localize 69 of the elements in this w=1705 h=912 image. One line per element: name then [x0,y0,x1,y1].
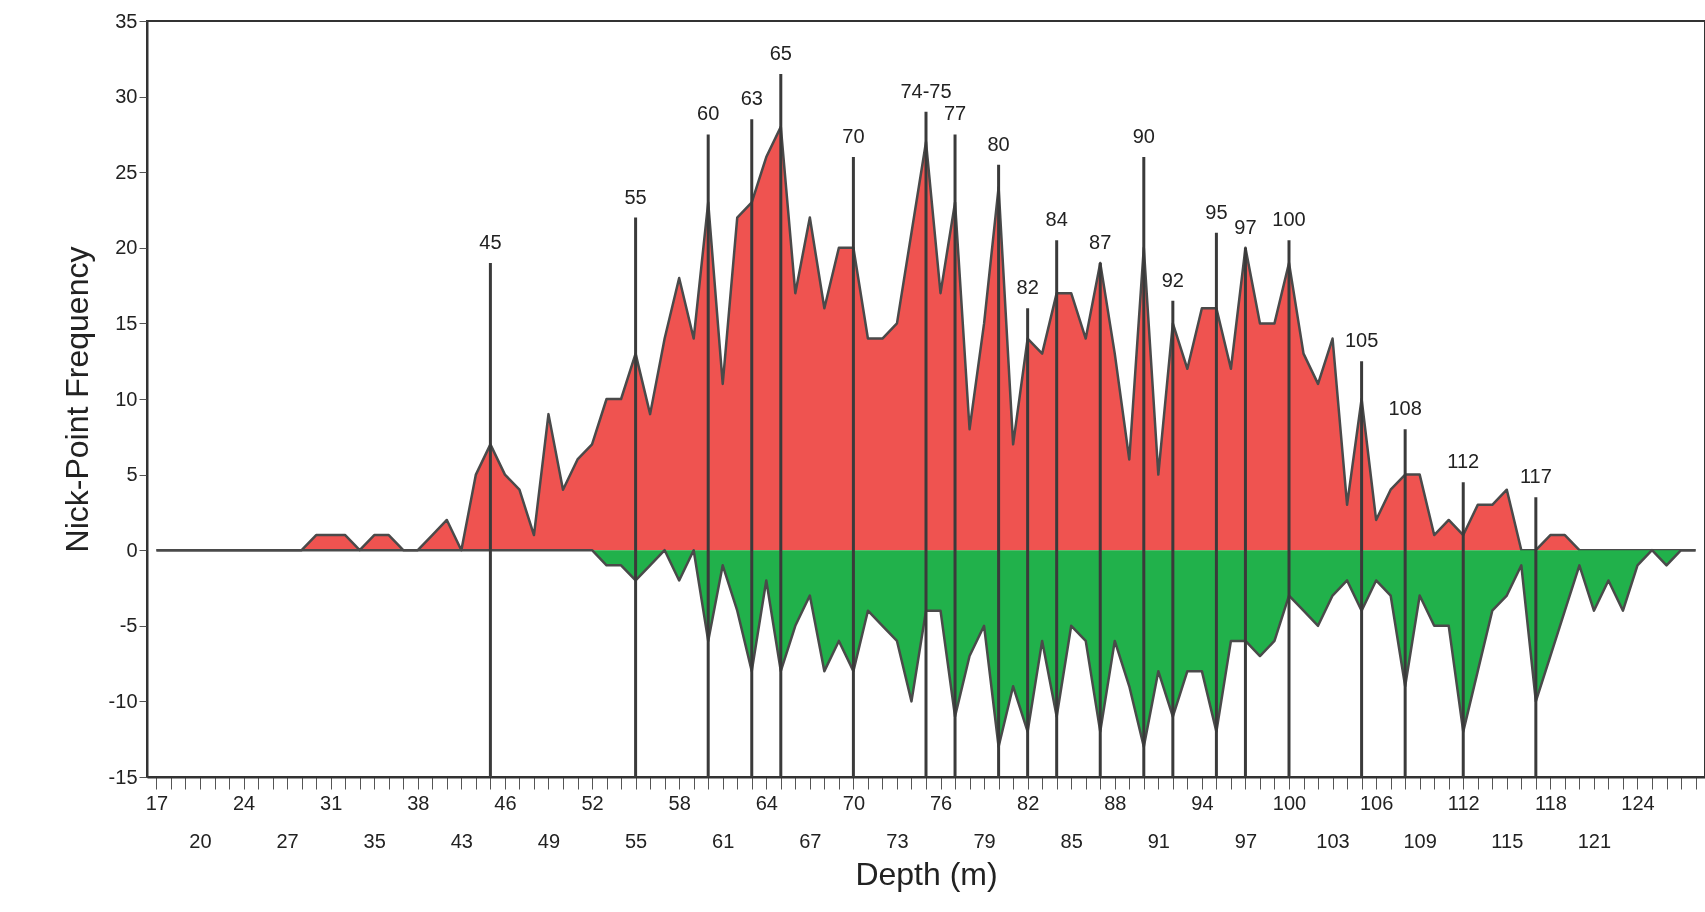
x-tick-label: 115 [1491,829,1524,852]
x-tick-label: 106 [1359,791,1394,814]
y-tick-label: 30 [115,85,138,108]
x-tick-label: 85 [1060,829,1083,852]
x-tick-label: 61 [712,829,735,852]
y-tick-label: 0 [126,538,138,561]
annotation: 87 [1089,230,1112,253]
x-tick-label: 20 [189,829,212,852]
x-tick-label: 27 [276,829,299,852]
annotation: 60 [697,102,720,125]
x-tick-label: 103 [1316,829,1350,852]
x-tick-label: 97 [1234,829,1258,852]
x-axis-title: Depth (m) [855,855,998,892]
annotation: 80 [987,132,1010,155]
x-tick-label: 91 [1147,829,1170,852]
y-tick-label: 25 [115,160,138,183]
annotation: 97 [1234,215,1257,238]
x-tick-label: 82 [1017,791,1040,814]
x-tick-label: 124 [1621,791,1655,814]
x-tick-label: 112 [1447,791,1480,814]
x-tick-label: 55 [624,829,648,852]
annotation: 45 [479,230,502,253]
y-tick-label: 15 [115,311,138,334]
annotation: 117 [1519,465,1552,488]
y-tick-label: -5 [119,614,138,637]
y-tick-label: 35 [115,9,138,32]
annotation: 100 [1272,208,1306,231]
x-tick-label: 76 [929,791,953,814]
annotation: 74-75 [900,79,952,102]
annotation: 55 [624,185,647,208]
x-tick-label: 31 [320,791,343,814]
annotation: 77 [943,102,967,125]
x-tick-label: 118 [1534,791,1567,814]
x-tick-label: 52 [581,791,604,814]
y-tick-label: 10 [115,387,138,410]
x-tick-label: 24 [232,791,256,814]
y-axis-title: Nick-Point Frequency [58,246,95,553]
annotation: 108 [1388,397,1422,420]
x-tick-label: 94 [1191,791,1214,814]
y-tick-label: 5 [126,463,138,486]
annotation: 63 [740,87,763,110]
x-tick-label: 100 [1272,791,1307,814]
annotation: 112 [1447,450,1480,473]
x-tick-label: 64 [755,791,778,814]
annotation: 65 [769,41,792,64]
annotation: 84 [1045,208,1068,231]
annotation: 95 [1205,200,1228,223]
x-tick-label: 121 [1577,829,1612,852]
annotation: 70 [842,125,865,148]
annotation: 90 [1132,125,1155,148]
x-tick-label: 43 [450,829,473,852]
x-tick-label: 46 [494,791,517,814]
x-tick-label: 58 [668,791,691,814]
x-tick-label: 88 [1104,791,1127,814]
x-tick-label: 70 [842,791,866,814]
x-tick-label: 35 [363,829,386,852]
y-tick-label: 20 [115,236,138,259]
x-tick-label: 79 [973,829,996,852]
x-tick-label: 17 [145,791,169,814]
x-tick-label: 38 [407,791,430,814]
annotation: 82 [1016,276,1039,299]
annotation: 105 [1344,329,1379,352]
y-tick-label: -15 [108,765,138,788]
x-tick-label: 49 [537,829,561,852]
x-tick-label: 73 [886,829,909,852]
x-tick-label: 67 [799,829,822,852]
annotation: 92 [1161,268,1184,291]
x-tick-label: 109 [1403,829,1437,852]
y-tick-label: -10 [108,689,138,712]
